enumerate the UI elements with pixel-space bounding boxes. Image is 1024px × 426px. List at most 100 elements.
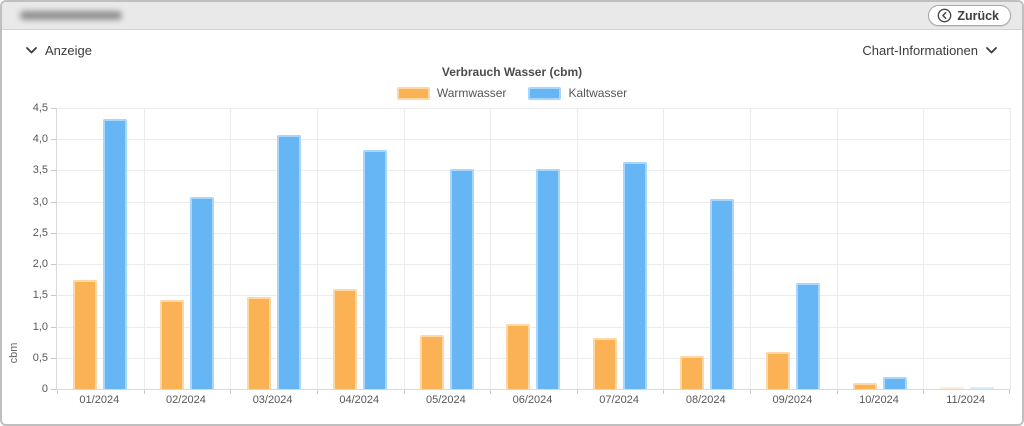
anzeige-label: Anzeige [45, 43, 92, 58]
x-tick-label: 06/2024 [512, 394, 553, 406]
warmwasser-bar[interactable] [419, 335, 444, 389]
kaltwasser-bar[interactable] [276, 135, 301, 389]
x-tick-label: 11/2024 [946, 394, 986, 406]
y-tick-label: 1,5 [32, 289, 48, 301]
warmwasser-bar[interactable] [333, 289, 358, 389]
gridline-horizontal [57, 139, 1010, 140]
gridline-vertical [663, 108, 664, 389]
chart-informationen-toggle[interactable]: Chart-Informationen [862, 43, 998, 58]
kaltwasser-bar[interactable] [536, 169, 561, 389]
gridline-vertical [490, 108, 491, 389]
legend-item-kaltwasser[interactable]: Kaltwasser [528, 86, 627, 100]
x-axis-tick [404, 390, 405, 394]
warmwasser-bar[interactable] [593, 338, 618, 389]
x-axis-tick [750, 390, 751, 394]
kaltwasser-bar[interactable] [709, 199, 734, 389]
x-tick-label: 01/2024 [79, 394, 120, 406]
top-bar: Zurück [2, 2, 1022, 30]
chevron-down-icon [25, 46, 38, 55]
x-axis-tick [663, 390, 664, 394]
y-axis-tick [51, 295, 56, 296]
x-axis-tick [577, 390, 578, 394]
y-axis-labels: cbm 0 0,5 1,0 1,5 2,0 2,5 3,0 3,5 4,0 4,5 [2, 102, 48, 395]
warmwasser-bar[interactable] [939, 387, 964, 389]
y-axis-tick [51, 327, 56, 328]
x-axis-tick [923, 390, 924, 394]
gridline-vertical [750, 108, 751, 389]
legend-label: Warmwasser [436, 86, 507, 100]
y-tick-label: 2,5 [32, 227, 48, 239]
warmwasser-bar[interactable] [159, 300, 184, 389]
y-tick-label: 0 [41, 383, 48, 395]
gridline-horizontal [57, 327, 1010, 328]
warmwasser-bar[interactable] [679, 356, 704, 389]
gridline-vertical [144, 108, 145, 389]
kaltwasser-bar[interactable] [103, 119, 128, 389]
y-axis-tick [51, 170, 56, 171]
bar-group [923, 108, 1010, 389]
x-tick-label: 10/2024 [859, 394, 899, 406]
warmwasser-bar[interactable] [73, 280, 98, 389]
gridline-vertical [317, 108, 318, 389]
kaltwasser-bar[interactable] [623, 162, 648, 389]
y-axis-tick [51, 389, 56, 390]
bar-group [490, 108, 577, 389]
back-button[interactable]: Zurück [928, 5, 1011, 26]
y-tick-label: 4,0 [32, 133, 48, 145]
y-tick-label: 2,0 [32, 258, 48, 270]
x-tick-label: 04/2024 [339, 394, 380, 406]
bar-group [750, 108, 837, 389]
y-tick-label: 4,5 [32, 102, 48, 114]
y-axis-tick [51, 139, 56, 140]
kaltwasser-bar[interactable] [363, 150, 388, 389]
x-tick-label: 09/2024 [772, 394, 813, 406]
bar-group [57, 108, 144, 389]
x-tick-label: 08/2024 [685, 394, 726, 406]
gridline-vertical [577, 108, 578, 389]
warmwasser-bar[interactable] [766, 352, 791, 389]
bar-group [317, 108, 404, 389]
back-button-label: Zurück [957, 8, 999, 23]
legend: Warmwasser Kaltwasser [2, 86, 1022, 100]
gridline-vertical [230, 108, 231, 389]
x-axis-tick [837, 390, 838, 394]
gridline-horizontal [57, 233, 1010, 234]
y-axis-tick [51, 108, 56, 109]
x-tick-label: 07/2024 [599, 394, 639, 406]
plot-area [51, 108, 1011, 394]
kaltwasser-bar[interactable] [189, 197, 214, 389]
kaltwasser-bar[interactable] [449, 169, 474, 389]
chart-informationen-label: Chart-Informationen [862, 43, 978, 58]
kaltwasser-bar[interactable] [883, 377, 908, 389]
bar-group [230, 108, 317, 389]
y-tick-label: 1,0 [32, 321, 48, 333]
y-axis-tick [51, 264, 56, 265]
bar-group [663, 108, 750, 389]
gridline-horizontal [57, 264, 1010, 265]
x-axis-tick [57, 390, 58, 394]
x-tick-label: 05/2024 [425, 394, 466, 406]
gridline-vertical [923, 108, 924, 389]
x-axis-labels: 01/2024 02/2024 03/2024 04/2024 05/2024 06/20… [56, 394, 1009, 408]
kaltwasser-bar[interactable] [969, 387, 994, 389]
warmwasser-bar[interactable] [506, 324, 531, 389]
bar-group [577, 108, 664, 389]
legend-swatch [528, 86, 562, 100]
anzeige-toggle[interactable]: Anzeige [25, 43, 92, 58]
x-axis-tick [490, 390, 491, 394]
legend-item-warmwasser[interactable]: Warmwasser [396, 86, 507, 100]
kaltwasser-bar[interactable] [796, 283, 821, 389]
legend-label: Kaltwasser [568, 86, 628, 100]
gridline-vertical [837, 108, 838, 389]
y-axis-tick [51, 358, 56, 359]
bar-group [404, 108, 491, 389]
y-tick-label: 0,5 [32, 352, 48, 364]
warmwasser-bar[interactable] [853, 383, 878, 389]
warmwasser-bar[interactable] [246, 297, 271, 389]
y-tick-label: 3,0 [32, 196, 48, 208]
legend-swatch [396, 86, 430, 100]
bar-group [144, 108, 231, 389]
x-tick-label: 02/2024 [166, 394, 206, 406]
y-tick-label: 3,5 [32, 164, 48, 176]
